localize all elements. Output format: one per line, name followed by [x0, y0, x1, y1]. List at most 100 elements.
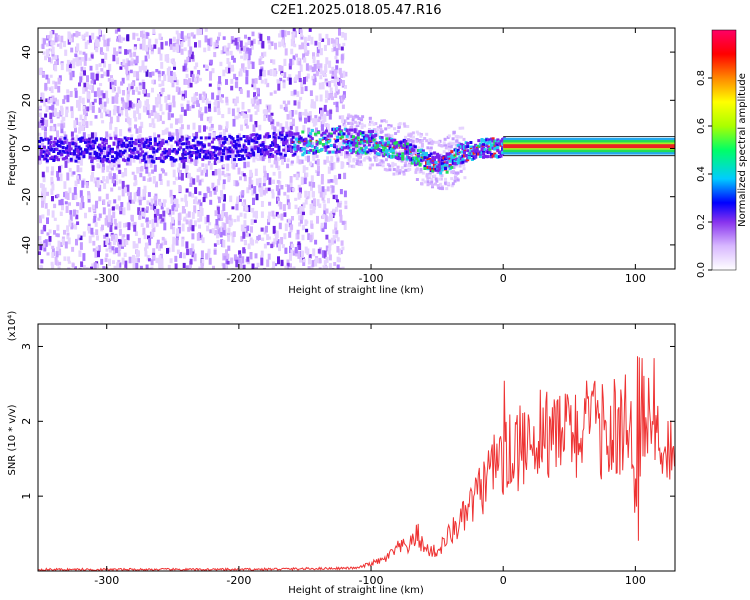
spectrogram-band-cell — [74, 144, 78, 148]
spectrogram-noise-cell — [179, 169, 182, 177]
spectrogram-band-cell — [79, 139, 83, 143]
spectrogram-band-cell — [253, 145, 257, 149]
spectrogram-noise-cell — [232, 153, 236, 161]
spectrogram-band-cell — [350, 141, 354, 145]
spectrogram-noise-cell — [150, 259, 154, 266]
spectrogram-band-cell — [229, 135, 233, 139]
spectrogram-noise-cell — [222, 133, 226, 139]
spectrogram-noise-cell — [320, 110, 323, 117]
spectrogram-band-cell — [366, 140, 370, 144]
spectrogram-noise-cell — [440, 174, 444, 178]
spectrogram-noise-cell — [66, 192, 70, 200]
spectrogram-noise-cell — [120, 155, 124, 159]
spectrogram-band-cell — [60, 153, 64, 157]
spectrogram-noise-cell — [176, 249, 180, 255]
spectrogram-noise-cell — [137, 207, 141, 215]
spectrogram-noise-cell — [76, 164, 80, 173]
spectrogram-noise-cell — [81, 57, 85, 62]
spectrogram-noise-cell — [225, 126, 228, 133]
spectrogram-noise-cell — [222, 263, 226, 269]
spectrogram-noise-cell — [363, 124, 367, 128]
spectrogram-noise-cell — [194, 42, 197, 48]
spectrogram-band-cell — [202, 155, 206, 159]
spectrogram-noise-cell — [349, 126, 353, 130]
spectrogram-noise-cell — [204, 163, 208, 169]
spectrogram-noise-cell — [209, 59, 213, 65]
spectrogram-band-cell — [137, 138, 141, 142]
spectrogram-noise-cell — [48, 106, 52, 110]
spectrogram-band-cell — [434, 164, 438, 168]
spectrogram-noise-cell — [259, 69, 263, 77]
spectrogram-band-cell — [195, 153, 198, 157]
spectrogram-noise-cell — [120, 109, 124, 116]
spectrogram-noise-cell — [443, 159, 447, 163]
spectrogram-noise-cell — [360, 144, 363, 148]
spectrogram-noise-cell — [109, 116, 113, 124]
spectrogram-noise-cell — [111, 246, 115, 251]
spectrogram-noise-cell — [218, 196, 221, 204]
spectrogram-noise-cell — [305, 50, 309, 56]
spectrogram-noise-cell — [240, 224, 244, 232]
spectrogram-band-cell — [364, 134, 368, 138]
spectrogram-band-cell — [344, 140, 348, 144]
spectrogram-noise-cell — [67, 267, 71, 269]
spectrogram-noise-cell — [40, 120, 44, 123]
spectrogram-noise-cell — [368, 123, 372, 126]
spectrogram-band-cell — [114, 151, 118, 155]
spectrogram-noise-cell — [319, 75, 323, 80]
spectrogram-band-cell — [107, 160, 111, 164]
spectrogram-band-cell — [280, 131, 284, 135]
spectrogram-band-cell — [453, 160, 457, 163]
spectrogram-noise-cell — [297, 101, 301, 109]
spectrogram-noise-cell — [56, 99, 59, 106]
spectrogram-band-cell — [104, 139, 108, 143]
spectrogram-band-cell — [361, 134, 365, 138]
spectrogram-band-cell — [214, 154, 217, 158]
spectrogram-band-cell — [437, 163, 441, 167]
spectrogram-noise-cell — [231, 156, 235, 164]
spectrogram-noise-cell — [395, 169, 399, 173]
spectrogram-noise-cell — [41, 125, 45, 131]
spectrogram-noise-cell — [167, 94, 171, 100]
spectrogram-noise-cell — [81, 97, 85, 105]
spectrogram-noise-cell — [104, 257, 108, 263]
spectrogram-noise-cell — [151, 71, 155, 76]
spectrogram-band-cell — [472, 149, 476, 153]
spectrogram-noise-cell — [54, 61, 58, 65]
spectrogram-noise-cell — [390, 143, 394, 147]
spectrogram-noise-cell — [141, 60, 145, 68]
spectrogram-noise-cell — [245, 118, 248, 124]
spectrogram-band-cell — [336, 138, 340, 142]
spectrogram-noise-cell — [271, 210, 275, 217]
spectrogram-noise-cell — [280, 67, 284, 75]
spectrogram-band-cell — [196, 150, 200, 154]
spectrogram-noise-cell — [150, 204, 154, 210]
spectrogram-band-cell — [431, 169, 435, 173]
spectrogram-band-cell — [79, 147, 83, 151]
spectrogram-noise-cell — [220, 190, 223, 197]
spectrogram-noise-cell — [374, 130, 378, 134]
spectrogram-noise-cell — [449, 145, 453, 149]
spectrogram-band-cell — [225, 137, 229, 141]
spectrogram-noise-cell — [355, 131, 359, 135]
spectrogram-noise-cell — [257, 234, 261, 240]
spectrogram-band-cell — [501, 151, 505, 155]
spectrogram-noise-cell — [339, 189, 343, 195]
spectrogram-band-cell — [183, 159, 187, 162]
spectrogram-noise-cell — [354, 148, 357, 152]
spectrogram-noise-cell — [74, 223, 78, 230]
spectrogram-band-cell — [318, 138, 322, 142]
spectrogram-noise-cell — [211, 228, 215, 234]
spectrogram-noise-cell — [298, 78, 302, 83]
spectrogram-noise-cell — [161, 241, 165, 246]
spectrogram-noise-cell — [458, 164, 462, 168]
spectrogram-noise-cell — [175, 201, 179, 206]
spectrogram-noise-cell — [327, 129, 331, 136]
spectrogram-noise-cell — [176, 32, 180, 41]
spectrogram-noise-cell — [260, 67, 264, 71]
spectrogram-noise-cell — [60, 62, 64, 71]
spectrogram-noise-cell — [121, 238, 125, 247]
spectrogram-band-cell — [266, 132, 270, 136]
spectrogram-band-cell — [271, 141, 275, 145]
spectrogram-noise-cell — [402, 122, 406, 126]
